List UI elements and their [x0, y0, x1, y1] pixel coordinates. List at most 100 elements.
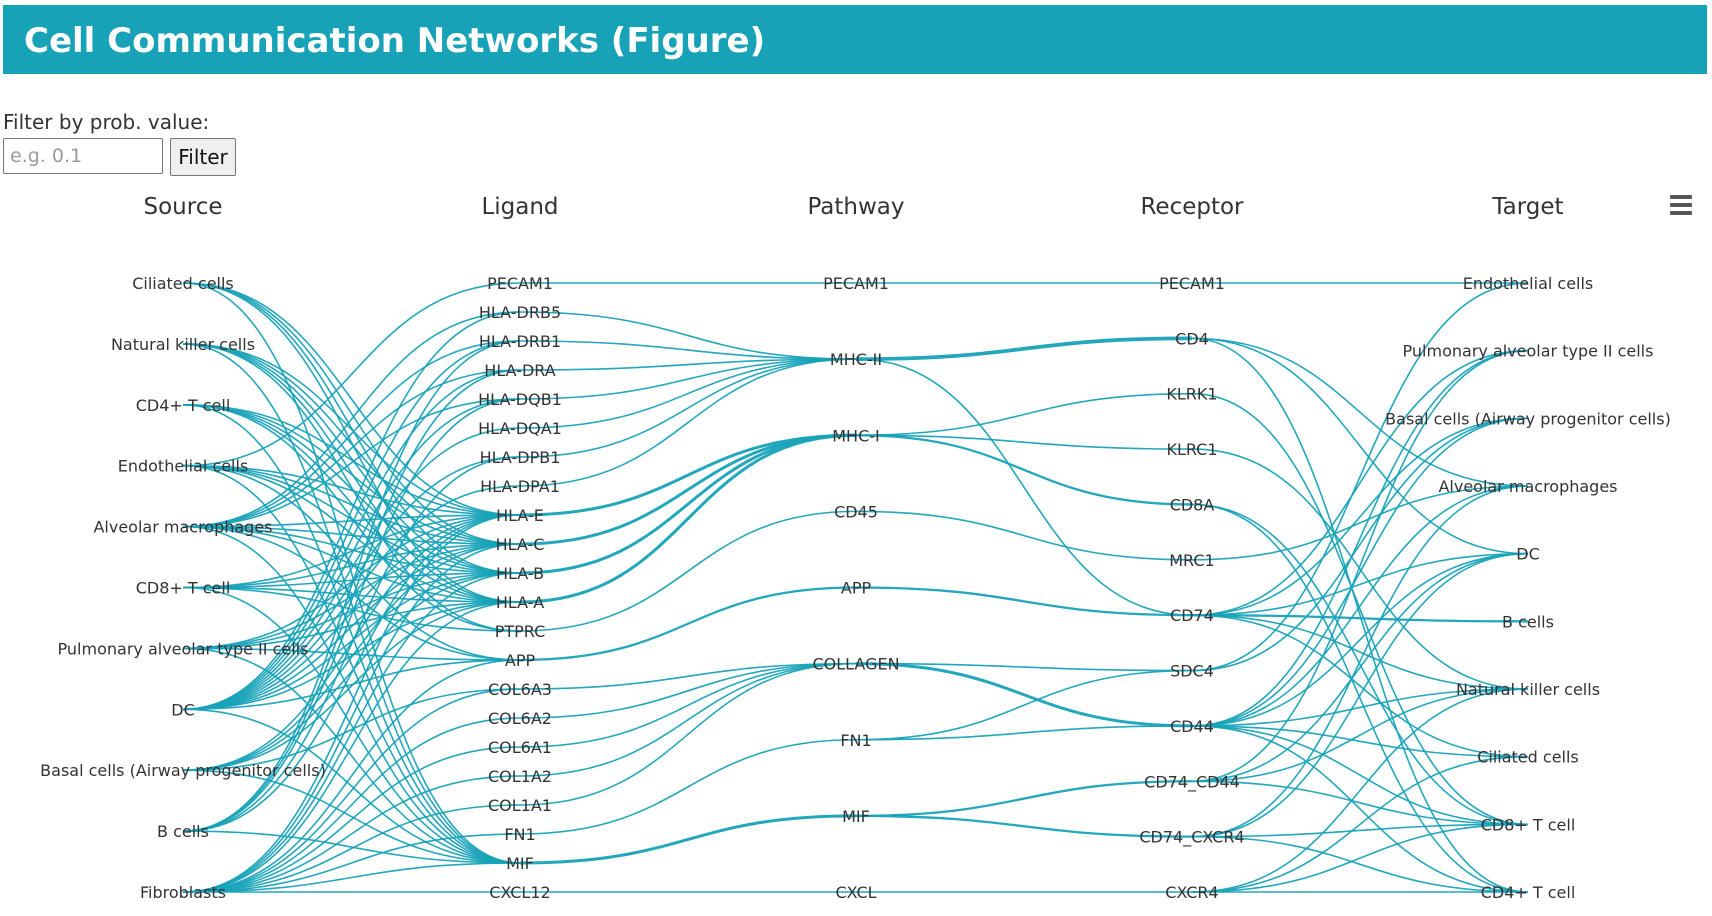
- node-pathway-fn1[interactable]: FN1: [840, 731, 871, 750]
- link-ciliated-cells-to-hla-c[interactable]: [182, 282, 521, 545]
- link-basal-cells-airway-progenitor-cells-to-mif[interactable]: [182, 769, 521, 864]
- link-fibroblasts-to-hla-a[interactable]: [182, 601, 521, 893]
- link-cd74-to-ciliated-cells[interactable]: [1191, 614, 1529, 758]
- link-cd8-t-cell-to-hla-c[interactable]: [182, 543, 521, 589]
- link-cd44-to-basal-cells-airway-progenitor-cells[interactable]: [1191, 417, 1529, 727]
- link-fibroblasts-to-col6a1[interactable]: [182, 746, 521, 893]
- node-source-pulmonary-alveolar-type-ii-cells[interactable]: Pulmonary alveolar type II cells: [58, 639, 309, 658]
- link-cd4-t-cell-to-hla-a[interactable]: [182, 404, 521, 603]
- link-ptprc-to-cd45[interactable]: [519, 510, 857, 632]
- link-b-cells-to-hla-e[interactable]: [182, 514, 521, 832]
- link-alveolar-macrophages-to-hla-drb5[interactable]: [182, 311, 521, 528]
- node-ligand-hla-drb5[interactable]: HLA-DRB5: [479, 303, 561, 322]
- link-alveolar-macrophages-to-hla-drb1[interactable]: [182, 340, 521, 528]
- link-fibroblasts-to-col1a1[interactable]: [182, 804, 521, 893]
- link-dc-to-hla-dqb1[interactable]: [182, 398, 521, 711]
- link-dc-to-hla-drb5[interactable]: [182, 311, 521, 711]
- link-mhc-ii-to-cd4[interactable]: [855, 336, 1193, 361]
- link-dc-to-mif[interactable]: [182, 708, 521, 864]
- link-pulmonary-alveolar-type-ii-cells-to-app[interactable]: [182, 647, 521, 661]
- link-endothelial-cells-to-mif[interactable]: [182, 464, 521, 864]
- link-cd4-t-cell-to-hla-b[interactable]: [182, 404, 521, 574]
- node-target-pulmonary-alveolar-type-ii-cells[interactable]: Pulmonary alveolar type II cells: [1403, 342, 1654, 361]
- node-target-dc[interactable]: DC: [1516, 545, 1540, 564]
- node-ligand-hla-dqa1[interactable]: HLA-DQA1: [478, 419, 562, 438]
- prob-filter-input[interactable]: [3, 138, 163, 174]
- link-cd74-cd44-to-dc[interactable]: [1191, 552, 1529, 783]
- link-hla-dqa1-to-mhc-ii[interactable]: [519, 358, 857, 429]
- node-ligand-fn1[interactable]: FN1: [504, 825, 535, 844]
- link-sdc4-to-endothelial-cells[interactable]: [1191, 282, 1529, 672]
- link-pulmonary-alveolar-type-ii-cells-to-mif[interactable]: [182, 647, 521, 864]
- link-app-to-app[interactable]: [519, 586, 857, 662]
- node-ligand-hla-b[interactable]: HLA-B: [496, 564, 544, 583]
- link-endothelial-cells-to-hla-a[interactable]: [182, 464, 521, 603]
- node-ligand-cxcl12[interactable]: CXCL12: [489, 883, 550, 902]
- node-pathway-mhc-ii[interactable]: MHC-II: [830, 350, 882, 369]
- link-cd8a-to-cd8-t-cell[interactable]: [1191, 503, 1529, 826]
- node-ligand-ptprc[interactable]: PTPRC: [495, 622, 546, 641]
- link-cd4-t-cell-to-ptprc[interactable]: [182, 404, 521, 632]
- link-mif-to-mif[interactable]: [519, 814, 857, 865]
- link-pulmonary-alveolar-type-ii-cells-to-hla-c[interactable]: [182, 543, 521, 650]
- link-mhc-i-to-klrk1[interactable]: [855, 392, 1193, 437]
- link-cd45-to-mrc1[interactable]: [855, 510, 1193, 561]
- link-fibroblasts-to-hla-c[interactable]: [182, 543, 521, 893]
- node-pathway-pecam1[interactable]: PECAM1: [823, 274, 889, 293]
- link-cd74-to-dc[interactable]: [1191, 552, 1529, 616]
- node-ligand-app[interactable]: APP: [505, 651, 536, 670]
- link-alveolar-macrophages-to-mif[interactable]: [182, 525, 521, 864]
- link-alveolar-macrophages-to-hla-e[interactable]: [182, 514, 521, 528]
- link-endothelial-cells-to-app[interactable]: [182, 464, 521, 661]
- node-ligand-hla-drb1[interactable]: HLA-DRB1: [479, 332, 561, 351]
- link-natural-killer-cells-to-hla-b[interactable]: [182, 343, 521, 574]
- link-cd74-cxcr4-to-dc[interactable]: [1191, 552, 1529, 838]
- link-fn1-to-cd44[interactable]: [855, 725, 1193, 741]
- link-pulmonary-alveolar-type-ii-cells-to-hla-b[interactable]: [182, 572, 521, 650]
- node-ligand-hla-dpb1[interactable]: HLA-DPB1: [480, 448, 561, 467]
- link-collagen-to-sdc4[interactable]: [855, 662, 1193, 672]
- link-cd4-t-cell-to-hla-e[interactable]: [182, 404, 521, 516]
- link-klrc1-to-natural-killer-cells[interactable]: [1191, 448, 1529, 690]
- link-b-cells-to-hla-dpb1[interactable]: [182, 456, 521, 832]
- link-hla-c-to-mhc-i[interactable]: [519, 433, 857, 546]
- link-cd44-to-ciliated-cells[interactable]: [1191, 725, 1529, 758]
- link-basal-cells-airway-progenitor-cells-to-col6a3[interactable]: [182, 688, 521, 771]
- link-fibroblasts-to-hla-b[interactable]: [182, 572, 521, 893]
- link-natural-killer-cells-to-mif[interactable]: [182, 343, 521, 864]
- node-target-endothelial-cells[interactable]: Endothelial cells: [1463, 274, 1594, 293]
- node-receptor-cd8a[interactable]: CD8A: [1170, 495, 1215, 514]
- node-receptor-sdc4[interactable]: SDC4: [1170, 662, 1214, 681]
- node-receptor-cd74-cxcr4[interactable]: CD74_CXCR4: [1139, 828, 1244, 848]
- link-cd74-cd44-to-pulmonary-alveolar-type-ii-cells[interactable]: [1191, 349, 1529, 783]
- node-ligand-hla-dqb1[interactable]: HLA-DQB1: [478, 390, 562, 409]
- link-dc-to-hla-dqa1[interactable]: [182, 427, 521, 711]
- link-fibroblasts-to-mif[interactable]: [182, 862, 521, 893]
- link-col6a1-to-collagen[interactable]: [519, 662, 857, 748]
- node-ligand-mif[interactable]: MIF: [506, 854, 534, 873]
- node-receptor-mrc1[interactable]: MRC1: [1169, 551, 1214, 570]
- link-cd74-to-basal-cells-airway-progenitor-cells[interactable]: [1191, 417, 1529, 616]
- node-receptor-cxcr4[interactable]: CXCR4: [1165, 883, 1218, 902]
- node-source-natural-killer-cells[interactable]: Natural killer cells: [111, 335, 255, 354]
- link-natural-killer-cells-to-ptprc[interactable]: [182, 343, 521, 632]
- link-col1a2-to-collagen[interactable]: [519, 662, 857, 777]
- node-source-endothelial-cells[interactable]: Endothelial cells: [118, 457, 249, 476]
- link-dc-to-hla-drb1[interactable]: [182, 340, 521, 711]
- link-cd4-to-alveolar-macrophages[interactable]: [1191, 337, 1529, 487]
- link-endothelial-cells-to-hla-e[interactable]: [182, 464, 521, 516]
- link-cd8-t-cell-to-ptprc[interactable]: [182, 586, 521, 632]
- link-app-to-cd74[interactable]: [855, 586, 1193, 617]
- link-cd8-t-cell-to-hla-b[interactable]: [182, 572, 521, 589]
- node-source-cd8-t-cell[interactable]: CD8+ T cell: [136, 579, 231, 598]
- link-col1a1-to-collagen[interactable]: [519, 662, 857, 806]
- link-fibroblasts-to-col1a2[interactable]: [182, 775, 521, 893]
- link-hla-drb1-to-mhc-ii[interactable]: [519, 340, 857, 360]
- node-source-cd4-t-cell[interactable]: CD4+ T cell: [136, 396, 231, 415]
- link-cd44-to-alveolar-macrophages[interactable]: [1191, 485, 1529, 727]
- node-ligand-col1a2[interactable]: COL1A2: [488, 767, 552, 786]
- node-receptor-pecam1[interactable]: PECAM1: [1159, 274, 1225, 293]
- link-cd8-t-cell-to-hla-e[interactable]: [182, 514, 521, 589]
- link-cd8a-to-cd4-t-cell[interactable]: [1191, 503, 1529, 893]
- link-hla-dra-to-mhc-ii[interactable]: [519, 358, 857, 371]
